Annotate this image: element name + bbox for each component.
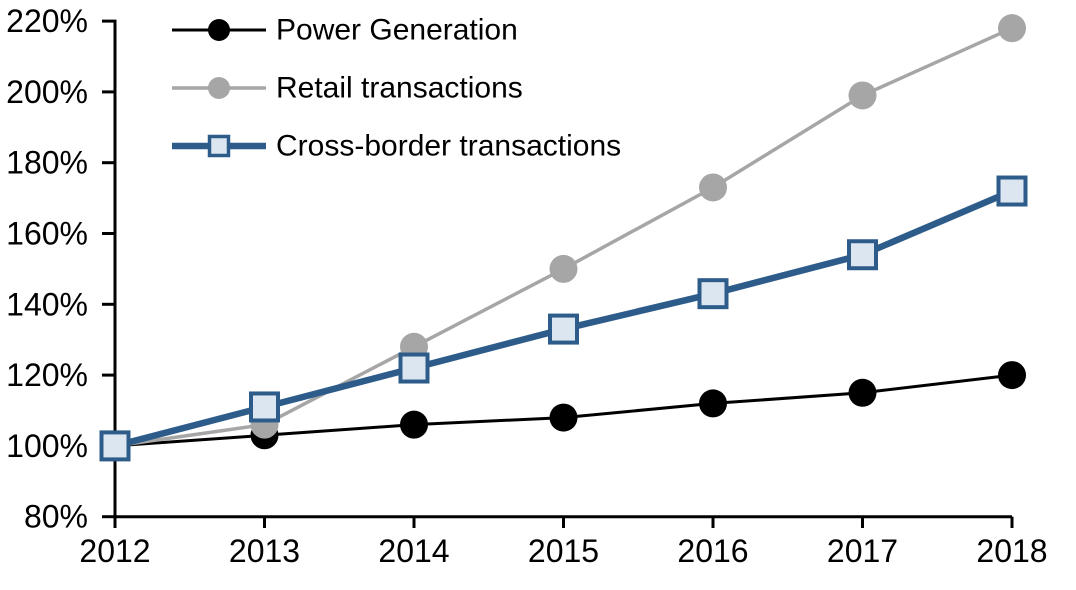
x-tick-label: 2017 xyxy=(827,533,898,569)
x-tick-label: 2015 xyxy=(528,533,599,569)
y-tick-label: 160% xyxy=(6,216,88,252)
data-point-power-generation xyxy=(998,361,1026,390)
series-line-retail-transactions xyxy=(114,26,1013,448)
data-point-power-generation xyxy=(400,410,428,439)
data-point-power-generation xyxy=(848,378,877,407)
y-tick-label: 200% xyxy=(6,74,88,110)
x-tick-label: 2012 xyxy=(79,533,150,569)
data-point-cross-border-transactions xyxy=(548,313,579,345)
data-point-cross-border-transactions xyxy=(99,430,131,462)
legend-marker-power-generation xyxy=(208,19,230,41)
data-point-retail-transactions xyxy=(549,254,578,283)
series-cross-border-transactions xyxy=(99,175,1028,462)
x-tick-label: 2018 xyxy=(976,533,1047,569)
y-tick-label: 140% xyxy=(6,286,88,322)
legend-marker-retail-transactions xyxy=(208,77,230,99)
legend-label-retail-transactions: Retail transactions xyxy=(276,72,523,105)
y-tick-label: 100% xyxy=(6,428,88,464)
data-point-cross-border-transactions xyxy=(847,239,878,271)
data-point-retail-transactions xyxy=(699,173,727,202)
y-tick-label: 80% xyxy=(24,499,88,535)
legend-item-power-generation: Power Generation xyxy=(172,14,518,47)
x-tick-label: 2016 xyxy=(677,533,748,569)
data-point-power-generation xyxy=(699,389,727,418)
y-tick-label: 180% xyxy=(6,145,88,181)
series-retail-transactions xyxy=(101,14,1026,460)
data-point-cross-border-transactions xyxy=(996,175,1028,207)
y-tick-label: 220% xyxy=(6,3,88,39)
legend-item-cross-border-transactions: Cross-border transactions xyxy=(172,130,621,163)
data-point-cross-border-transactions xyxy=(249,391,280,423)
data-point-cross-border-transactions xyxy=(697,278,729,310)
y-tick-label: 120% xyxy=(6,357,88,393)
x-tick-label: 2014 xyxy=(378,533,449,569)
legend-marker-cross-border-transactions xyxy=(207,134,231,158)
legend-label-power-generation: Power Generation xyxy=(276,14,518,47)
data-point-cross-border-transactions xyxy=(398,352,430,384)
legend-item-retail-transactions: Retail transactions xyxy=(172,72,523,105)
legend-label-cross-border-transactions: Cross-border transactions xyxy=(276,130,621,163)
data-point-retail-transactions xyxy=(848,81,877,110)
x-tick-label: 2013 xyxy=(229,533,300,569)
data-point-retail-transactions xyxy=(998,14,1026,43)
data-point-power-generation xyxy=(549,403,578,432)
